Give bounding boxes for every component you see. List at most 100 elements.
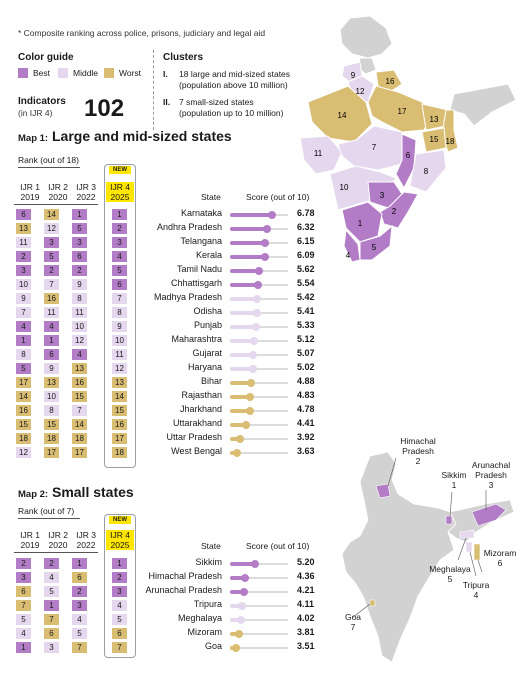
map1-col-ijr3: IJR 3 2022 bbox=[72, 182, 100, 202]
m1-rank-cell: 15 bbox=[44, 419, 59, 430]
m1-score-bar bbox=[230, 283, 259, 287]
middle-swatch bbox=[58, 68, 68, 78]
m1-state-name: Andhra Pradesh bbox=[156, 222, 222, 232]
m1-state-name: Gujarat bbox=[192, 348, 222, 358]
legend-middle-label: Middle bbox=[73, 68, 99, 78]
callout-arunachal-name: Arunachal Pradesh bbox=[471, 460, 511, 480]
m1-score-knob bbox=[245, 407, 254, 415]
m2-score-value: 5.20 bbox=[297, 557, 315, 567]
cluster-2-line1: 7 small-sized states bbox=[179, 97, 254, 107]
m2-score-knob bbox=[239, 588, 248, 596]
m1-state-name: Maharashtra bbox=[171, 334, 222, 344]
m1-score-knob bbox=[252, 323, 261, 331]
m1-rank-cell: 9 bbox=[16, 293, 31, 304]
m1-score-value: 3.92 bbox=[297, 432, 315, 442]
m2-col-ijr3-l2: 2022 bbox=[76, 540, 96, 550]
col-ijr2-l1: IJR 2 bbox=[48, 182, 68, 192]
callout-arunachal: Arunachal Pradesh 3 bbox=[466, 460, 516, 490]
leader-sikkim bbox=[449, 491, 453, 517]
m1-score-knob bbox=[253, 295, 262, 303]
m1-rank-cell: 10 bbox=[16, 279, 31, 290]
m1-score-knob bbox=[260, 253, 269, 261]
m2-score-track bbox=[230, 563, 288, 565]
m1-score-value: 5.62 bbox=[297, 264, 315, 274]
map2-col-ijr4: IJR 4 2025 bbox=[106, 530, 134, 550]
m2-state-name: Himachal Pradesh bbox=[148, 571, 222, 581]
map2-leader-lines bbox=[351, 457, 487, 619]
m2-score-knob bbox=[237, 616, 246, 624]
map2-new-badge: NEW bbox=[109, 516, 131, 524]
map1-col-ijr4: IJR 4 2025 bbox=[106, 182, 134, 202]
m2-rank-cell: 6 bbox=[16, 586, 31, 597]
col-ijr1-l1: IJR 1 bbox=[20, 182, 40, 192]
m1-score-track bbox=[230, 396, 288, 398]
m1-rank-cell: 13 bbox=[44, 377, 59, 388]
m1-rank-cell: 10 bbox=[72, 321, 87, 332]
leader-mizoram bbox=[477, 559, 483, 573]
m2-rank-cell: 1 bbox=[112, 558, 127, 569]
m2-rank-cell: 7 bbox=[72, 642, 87, 653]
m2-score-knob bbox=[250, 560, 259, 568]
callout-sikkim-name: Sikkim bbox=[441, 470, 467, 480]
m2-col-ijr1-l2: 2019 bbox=[20, 540, 40, 550]
indicators-subtitle: (in IJR 4) bbox=[18, 108, 53, 118]
legend-middle: Middle bbox=[58, 68, 98, 78]
callout-meghalaya-rank: 5 bbox=[447, 574, 453, 584]
m1-rank-cell: 16 bbox=[112, 419, 127, 430]
m2-rank-cell: 3 bbox=[44, 642, 59, 653]
m1-rank-cell: 1 bbox=[44, 335, 59, 346]
map1-base-shapes bbox=[299, 15, 517, 262]
m1-score-knob bbox=[247, 379, 256, 387]
m1-score-bar bbox=[230, 213, 273, 217]
m2-score-value: 3.51 bbox=[297, 641, 315, 651]
m1-score-knob bbox=[233, 449, 242, 457]
m2-rank-cell: 7 bbox=[16, 600, 31, 611]
m1-score-bar bbox=[230, 311, 257, 315]
m2-rank-cell: 5 bbox=[16, 614, 31, 625]
m2-state-name: Mizoram bbox=[187, 627, 222, 637]
m1-rank-cell: 17 bbox=[112, 433, 127, 444]
m1-rank-cell: 11 bbox=[72, 307, 87, 318]
map2-col-ijr2: IJR 2 2020 bbox=[44, 530, 72, 550]
map1-col-ijr1: IJR 1 2019 bbox=[16, 182, 44, 202]
m1-rank-cell: 8 bbox=[112, 307, 127, 318]
m1-score-value: 5.42 bbox=[297, 292, 315, 302]
m1-rank-cell: 8 bbox=[44, 405, 59, 416]
m2-score-knob bbox=[241, 574, 250, 582]
m1-score-track bbox=[230, 368, 288, 370]
m1-rank-cell: 5 bbox=[16, 363, 31, 374]
map2-title: Map 2: Small states bbox=[18, 484, 134, 500]
m1-score-value: 5.07 bbox=[297, 348, 315, 358]
m2-rank-cell: 2 bbox=[72, 586, 87, 597]
arunachal-shape bbox=[471, 503, 507, 527]
map2-base-shapes bbox=[341, 451, 515, 663]
kerala-region bbox=[343, 228, 361, 262]
cluster-item-1: I. 18 large and mid-sized states (popula… bbox=[163, 69, 290, 91]
callout-himachal-name: Himachal Pradesh bbox=[400, 436, 436, 456]
legend-best-label: Best bbox=[33, 68, 51, 78]
map-label-wb: 18 bbox=[446, 137, 455, 146]
gujarat-region bbox=[299, 135, 343, 175]
m2-rank-cell: 6 bbox=[44, 628, 59, 639]
m2-col-ijr2-l1: IJR 2 bbox=[48, 530, 68, 540]
m2-rank-cell: 6 bbox=[72, 572, 87, 583]
m1-rank-cell: 7 bbox=[72, 405, 87, 416]
m1-score-value: 5.33 bbox=[297, 320, 315, 330]
m1-score-track bbox=[230, 382, 288, 384]
callout-tripura-rank: 4 bbox=[473, 590, 479, 600]
map2-header-rule bbox=[14, 552, 98, 553]
himachal-shape bbox=[375, 483, 391, 499]
m1-rank-cell: 3 bbox=[112, 237, 127, 248]
callout-tripura: Tripura 4 bbox=[456, 580, 496, 600]
m2-rank-cell: 7 bbox=[112, 642, 127, 653]
m1-score-bar bbox=[230, 255, 265, 259]
m1-score-value: 5.54 bbox=[297, 278, 315, 288]
m1-state-name: Telangana bbox=[180, 236, 222, 246]
m1-rank-cell: 1 bbox=[112, 209, 127, 220]
odisha-region bbox=[409, 149, 447, 193]
map1-header-rule bbox=[14, 204, 98, 205]
m1-rank-cell: 17 bbox=[72, 447, 87, 458]
legend-best: Best bbox=[18, 68, 50, 78]
callout-sikkim: Sikkim 1 bbox=[436, 470, 472, 490]
m1-score-value: 3.63 bbox=[297, 446, 315, 456]
